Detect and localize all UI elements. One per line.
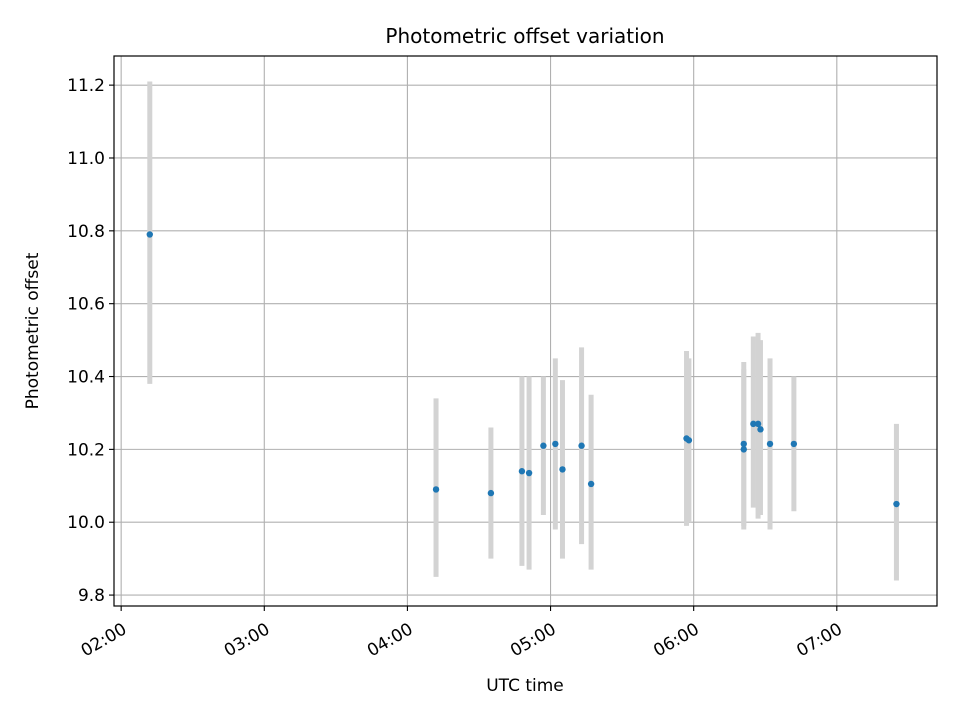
y-tick-label: 11.0 [67, 149, 105, 169]
x-tick-label: 03:00 [221, 619, 273, 661]
y-tick-label: 10.6 [67, 295, 105, 315]
data-point [540, 442, 547, 449]
data-point [146, 231, 153, 238]
data-point [552, 440, 559, 448]
x-tick-label: 05:00 [507, 619, 559, 661]
data-point [790, 440, 798, 448]
y-tick-label: 9.8 [78, 586, 105, 606]
y-tick-label: 10.4 [67, 368, 105, 388]
data-point [432, 486, 440, 493]
y-tick-label: 10.8 [67, 222, 105, 242]
data-point [518, 468, 526, 475]
data-point [757, 426, 764, 433]
data-point [740, 446, 747, 453]
y-axis-ticks: 9.8 10.0 10.2 10.4 10.6 10.8 11.0 11.2 [67, 76, 114, 606]
y-tick-label: 10.2 [67, 440, 105, 460]
y-tick-label: 10.0 [67, 513, 105, 533]
data-point [766, 440, 774, 448]
data-point [525, 469, 533, 477]
x-tick-label: 02:00 [78, 619, 130, 661]
data-point [750, 420, 757, 428]
data-point [587, 480, 595, 488]
y-tick-label: 11.2 [67, 76, 105, 96]
data-point [487, 489, 495, 497]
data-point [578, 442, 585, 449]
data-point [893, 500, 900, 508]
data-point [685, 437, 693, 444]
y-axis-title: Photometric offset [23, 252, 43, 409]
plot-area-frame [113, 55, 938, 607]
data-points [146, 231, 900, 508]
chart-title: Photometric offset variation [385, 24, 664, 48]
x-axis-title: UTC time [486, 676, 564, 696]
data-point [559, 466, 566, 473]
x-tick-label: 06:00 [650, 619, 702, 661]
errorbars [147, 81, 899, 581]
x-tick-label: 07:00 [793, 619, 845, 661]
x-axis-ticks: 02:00 03:00 04:00 05:00 06:00 07:00 [78, 606, 846, 661]
grid [114, 56, 937, 606]
data-point [740, 440, 747, 448]
data-point [754, 420, 762, 428]
x-tick-label: 04:00 [364, 619, 416, 661]
